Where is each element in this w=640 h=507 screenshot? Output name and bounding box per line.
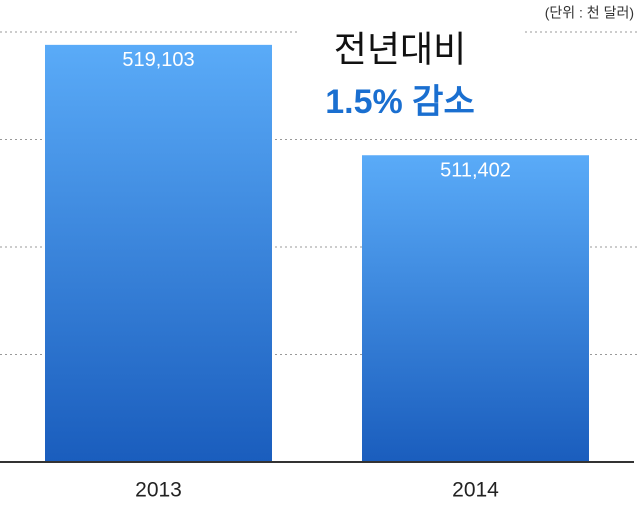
value-label: 519,103 <box>122 49 194 71</box>
value-label: 511,402 <box>440 160 511 182</box>
x-tick-label: 2013 <box>135 479 182 502</box>
unit-note: (단위 : 천 달러) <box>545 5 634 21</box>
chart-title: 전년대비 <box>334 29 466 70</box>
bars <box>45 44 589 463</box>
bar <box>45 44 272 463</box>
bar <box>362 155 589 462</box>
annotation-backdrop <box>300 18 525 130</box>
x-tick-label: 2014 <box>452 479 499 502</box>
chart-subtitle: 1.5% 감소 <box>325 83 475 121</box>
